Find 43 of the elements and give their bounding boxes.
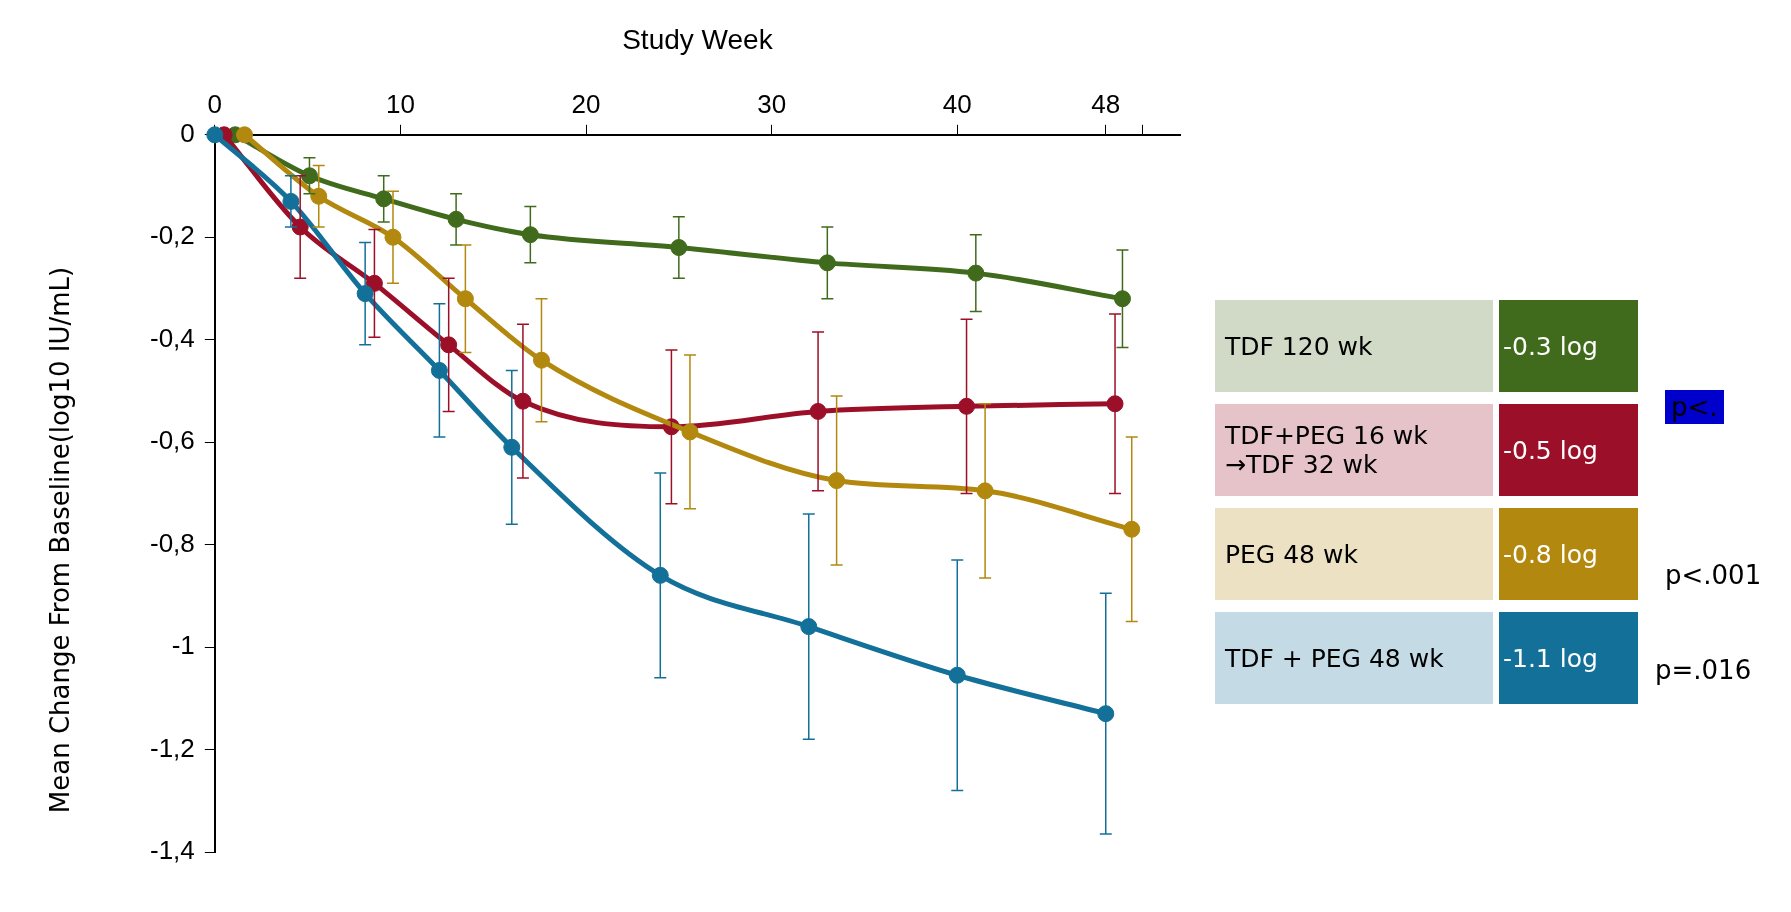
point — [440, 336, 458, 354]
point — [521, 226, 539, 244]
y-axis-title: Mean Change From Baseline(log10 IU/mL) — [45, 266, 75, 814]
point — [948, 666, 966, 684]
text: -0.3 log — [1499, 300, 1638, 392]
text: -0.8 log — [1499, 508, 1638, 600]
point — [828, 472, 846, 490]
point — [532, 351, 550, 369]
y-tick-label: 0 — [180, 117, 195, 148]
point — [236, 126, 253, 144]
text: p<. — [1665, 390, 1724, 424]
y-tick-label: -1,2 — [149, 732, 195, 763]
point — [1113, 290, 1131, 308]
y-tick-label: -1 — [171, 630, 195, 661]
y-tick-label: -1,4 — [149, 835, 195, 866]
point — [430, 361, 448, 379]
text: PEG 48 wk — [1215, 508, 1493, 600]
x-tick-label: 40 — [942, 89, 972, 120]
text: -1.1 log — [1499, 612, 1638, 704]
text: TDF + PEG 48 wk — [1215, 612, 1493, 704]
point — [456, 290, 474, 308]
point — [375, 190, 393, 208]
y-tick-label: -0,8 — [149, 527, 195, 558]
x-axis-title: Study Week — [622, 23, 774, 55]
text: p<.001 — [1665, 560, 1762, 590]
point — [818, 254, 836, 272]
point — [958, 397, 976, 415]
text: -0.5 log — [1499, 404, 1638, 496]
x-tick-label: 10 — [385, 89, 415, 120]
text: TDF 120 wk — [1215, 300, 1493, 392]
text: p=.016 — [1655, 655, 1752, 685]
point — [651, 566, 669, 584]
x-tick-label: 20 — [571, 89, 601, 120]
y-tick-label: -0,6 — [149, 425, 195, 456]
x-tick-label: 0 — [207, 89, 223, 120]
x-tick-label: 30 — [757, 89, 787, 120]
point — [300, 167, 318, 185]
point — [1123, 520, 1141, 538]
y-tick-label: -0,2 — [149, 220, 195, 251]
point — [310, 187, 328, 205]
x-tick-label: 48 — [1091, 89, 1121, 120]
y-tick-label: -0,4 — [149, 322, 195, 353]
text: TDF+PEG 16 wk →TDF 32 wk — [1215, 404, 1493, 496]
